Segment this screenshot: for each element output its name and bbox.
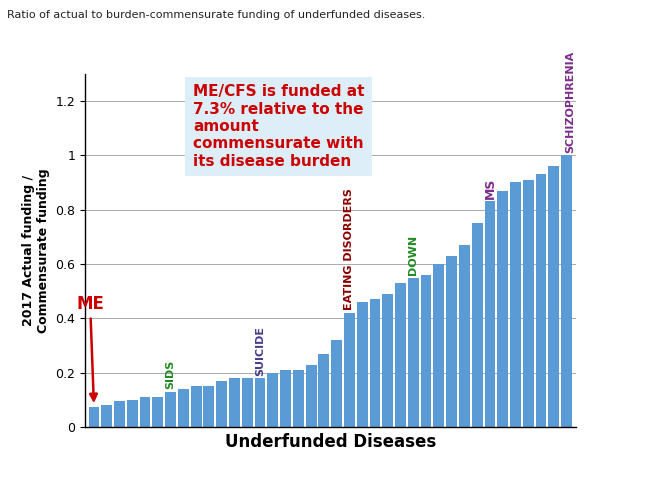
Bar — [152, 397, 164, 427]
Bar — [216, 381, 227, 427]
Bar — [88, 408, 99, 427]
Bar — [139, 397, 150, 427]
Bar — [561, 155, 572, 427]
Bar — [344, 313, 355, 427]
Bar — [459, 245, 470, 427]
Bar — [408, 277, 419, 427]
Text: MS: MS — [483, 177, 496, 199]
Bar — [318, 354, 330, 427]
Text: SCHIZOPHRENIA: SCHIZOPHRENIA — [566, 50, 576, 153]
Bar — [191, 386, 201, 427]
Bar — [497, 191, 508, 427]
Text: ME/CFS is funded at
7.3% relative to the
amount
commensurate with
its disease bu: ME/CFS is funded at 7.3% relative to the… — [193, 84, 364, 169]
Bar — [331, 340, 342, 427]
Bar — [370, 300, 381, 427]
Text: SIDS: SIDS — [165, 360, 176, 389]
Bar — [536, 174, 547, 427]
Text: ME: ME — [77, 295, 104, 400]
Bar — [165, 392, 176, 427]
Bar — [203, 386, 215, 427]
Bar — [101, 406, 112, 427]
Text: EATING DISORDERS: EATING DISORDERS — [345, 189, 354, 310]
Bar — [127, 400, 138, 427]
Bar — [434, 264, 444, 427]
Bar — [485, 201, 495, 427]
Bar — [472, 223, 483, 427]
Text: Ratio of actual to burden-commensurate funding of underfunded diseases.: Ratio of actual to burden-commensurate f… — [7, 10, 425, 20]
Bar — [267, 373, 278, 427]
Bar — [114, 401, 125, 427]
Bar — [254, 378, 266, 427]
Bar — [421, 275, 432, 427]
Bar — [305, 365, 317, 427]
Bar — [446, 256, 457, 427]
Y-axis label: 2017 Actual funding /
Commensurate funding: 2017 Actual funding / Commensurate fundi… — [22, 168, 50, 333]
Bar — [293, 370, 303, 427]
Bar — [229, 378, 240, 427]
Bar — [280, 370, 291, 427]
Text: SUICIDE: SUICIDE — [255, 326, 265, 376]
Bar — [242, 378, 252, 427]
Text: DOWN: DOWN — [408, 235, 419, 275]
Bar — [548, 166, 559, 427]
Bar — [523, 180, 534, 427]
Bar — [178, 389, 189, 427]
X-axis label: Underfunded Diseases: Underfunded Diseases — [224, 433, 436, 451]
Bar — [510, 183, 521, 427]
Bar — [357, 302, 368, 427]
Bar — [383, 294, 393, 427]
Bar — [395, 283, 406, 427]
